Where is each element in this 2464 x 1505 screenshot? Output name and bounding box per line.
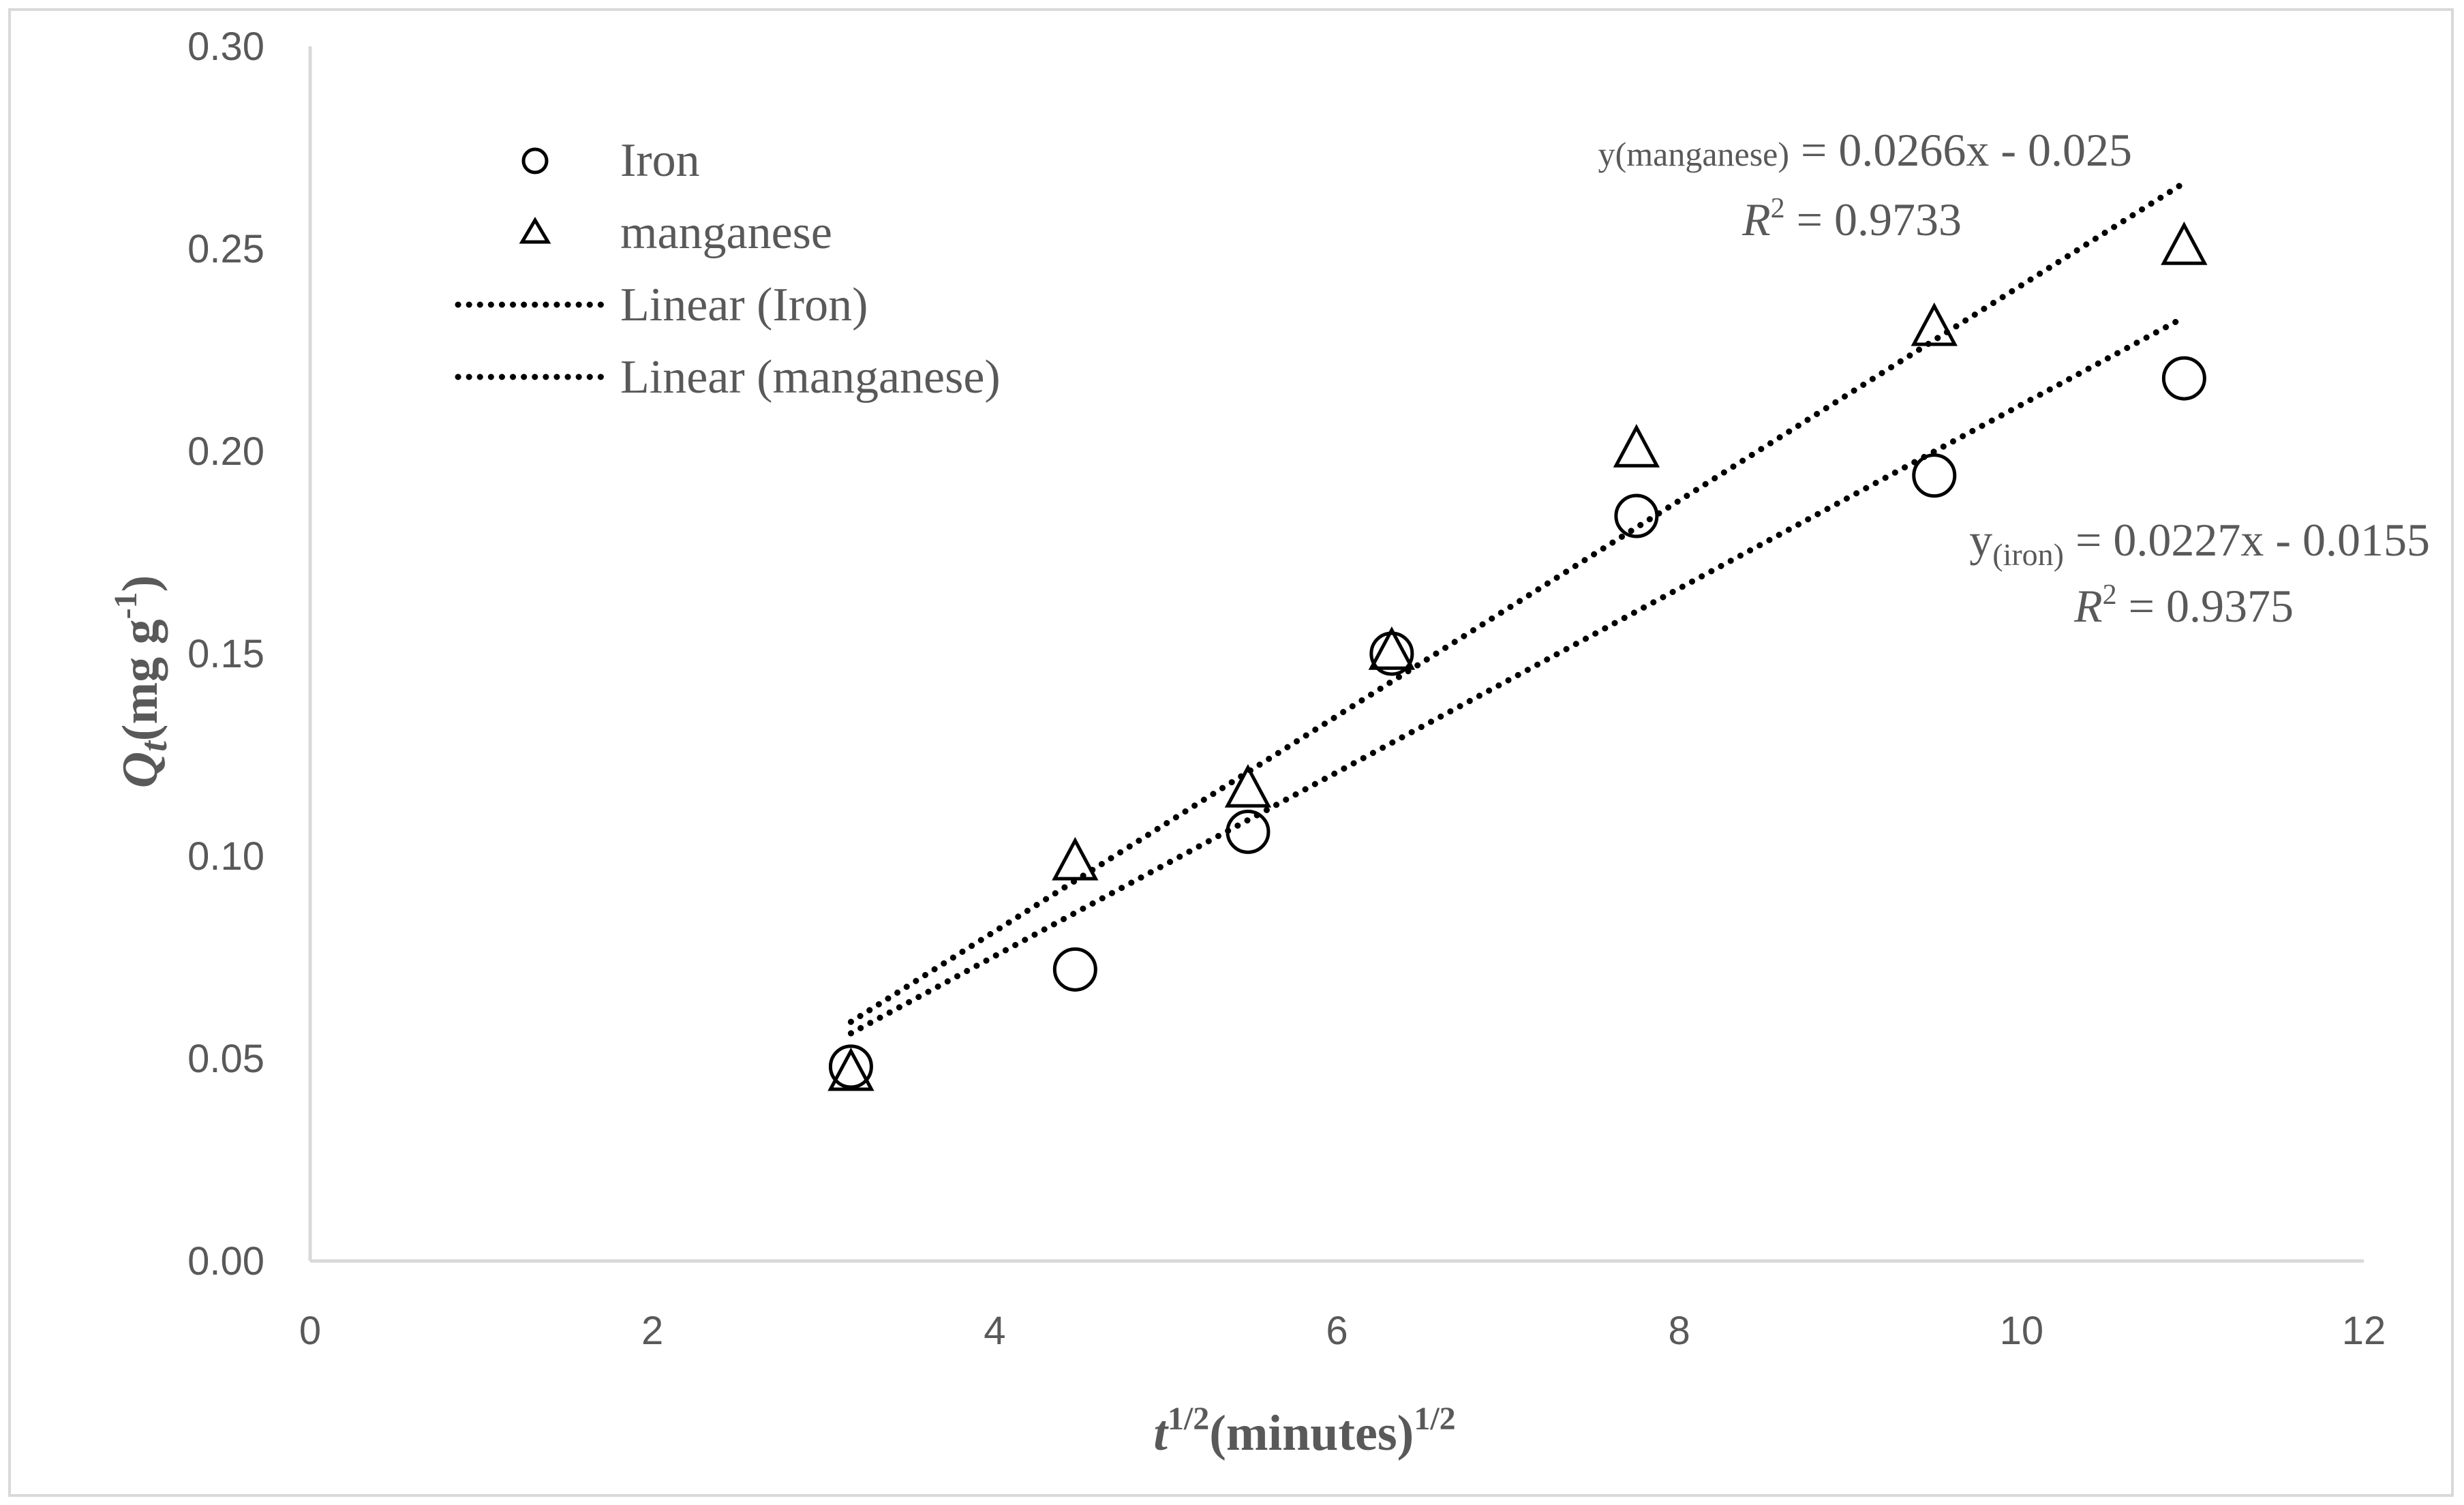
manganese-equation-subscript: (manganese) — [1615, 135, 1789, 173]
legend: Iron manganese Linear (Iron) Linear (man… — [455, 134, 1001, 404]
legend-iron-label: Iron — [620, 134, 700, 187]
annotations: y(manganese) = 0.0266x - 0.025 R2 = 0.97… — [1598, 124, 2430, 632]
manganese-point — [1224, 763, 1272, 808]
manganese-r2-rest: = 0.9733 — [1785, 194, 1962, 245]
legend-linear-iron-label: Linear (Iron) — [620, 279, 868, 331]
y-tick-label: 0.20 — [187, 429, 264, 474]
y-axis-title-q-sub: t — [133, 740, 175, 752]
y-tick-label: 0.10 — [187, 834, 264, 879]
markers — [827, 221, 2208, 1091]
axes — [308, 46, 2364, 1263]
x-tick-labels: 0 2 4 6 8 10 12 — [299, 1309, 2386, 1353]
iron-r2-r: R — [2073, 580, 2103, 632]
y-tick-label: 0.00 — [187, 1239, 264, 1283]
x-tick-label: 8 — [1669, 1309, 1690, 1353]
y-tick-label: 0.30 — [187, 25, 264, 69]
iron-equation-rest: = 0.0227x - 0.0155 — [2064, 514, 2430, 566]
x-tick-label: 6 — [1326, 1309, 1348, 1353]
y-tick-label: 0.25 — [187, 227, 264, 271]
x-tick-label: 4 — [984, 1309, 1005, 1353]
iron-equation-y: y — [1969, 514, 1992, 566]
iron-point — [1052, 947, 1097, 992]
y-tick-labels: 0.00 0.05 0.10 0.15 0.20 0.25 0.30 — [187, 25, 264, 1283]
iron-point — [828, 1044, 873, 1089]
x-axis-title-t: t — [1153, 1405, 1169, 1461]
manganese-point — [1368, 626, 1416, 670]
manganese-r2: R2 = 0.9733 — [1741, 193, 1962, 245]
manganese-equation: y(manganese) = 0.0266x - 0.025 — [1598, 124, 2132, 176]
iron-point — [2161, 356, 2206, 401]
iron-point — [1226, 809, 1271, 854]
iron-point — [1614, 493, 1659, 538]
manganese-point — [827, 1047, 874, 1091]
iron-point — [1912, 453, 1957, 498]
legend-linear-manganese-label: Linear (manganese) — [620, 351, 1001, 404]
y-axis-title-q: Q — [112, 752, 168, 788]
y-axis-title-unit-sup: -1 — [108, 592, 144, 619]
manganese-r2-r: R — [1741, 194, 1771, 245]
x-tick-label: 0 — [299, 1309, 321, 1353]
x-tick-label: 12 — [2342, 1309, 2386, 1353]
trendline-linear-iron — [847, 314, 2187, 1037]
x-tick-label: 10 — [2000, 1309, 2044, 1353]
legend-manganese-label: manganese — [620, 207, 832, 259]
y-axis-title-unit: (mg g — [112, 619, 168, 741]
manganese-equation-rest: = 0.0266x - 0.025 — [1789, 124, 2132, 176]
iron-r2: R2 = 0.9375 — [2073, 579, 2294, 632]
manganese-point — [1052, 836, 1099, 881]
manganese-point — [1911, 302, 1958, 346]
y-axis-title: Qt(mg g-1) — [108, 575, 175, 788]
manganese-r2-sup: 2 — [1771, 193, 1785, 224]
x-axis-title-unit-sup: 1/2 — [1414, 1401, 1455, 1437]
x-axis-title-unit: (minutes) — [1209, 1405, 1414, 1461]
iron-equation: y(iron) = 0.0227x - 0.0155 — [1969, 514, 2430, 572]
x-tick-label: 2 — [641, 1309, 663, 1353]
trendline-linear-manganese — [847, 179, 2187, 1025]
trendlines — [847, 179, 2187, 1037]
iron-r2-rest: = 0.9375 — [2117, 580, 2294, 632]
y-tick-label: 0.15 — [187, 632, 264, 676]
manganese-point — [1613, 423, 1660, 468]
y-tick-label: 0.05 — [187, 1037, 264, 1081]
x-axis-title: t1/2(minutes)1/2 — [1153, 1401, 1455, 1461]
y-axis-title-close: ) — [112, 575, 168, 592]
x-axis-title-t-sup: 1/2 — [1168, 1401, 1209, 1437]
manganese-equation-y: y — [1598, 135, 1615, 173]
iron-r2-sup: 2 — [2103, 579, 2117, 611]
manganese-point — [2161, 221, 2208, 265]
legend-manganese-marker — [519, 217, 551, 244]
legend-iron-marker — [521, 147, 549, 174]
chart-frame — [8, 8, 2454, 1497]
iron-equation-subscript: (iron) — [1992, 537, 2064, 572]
